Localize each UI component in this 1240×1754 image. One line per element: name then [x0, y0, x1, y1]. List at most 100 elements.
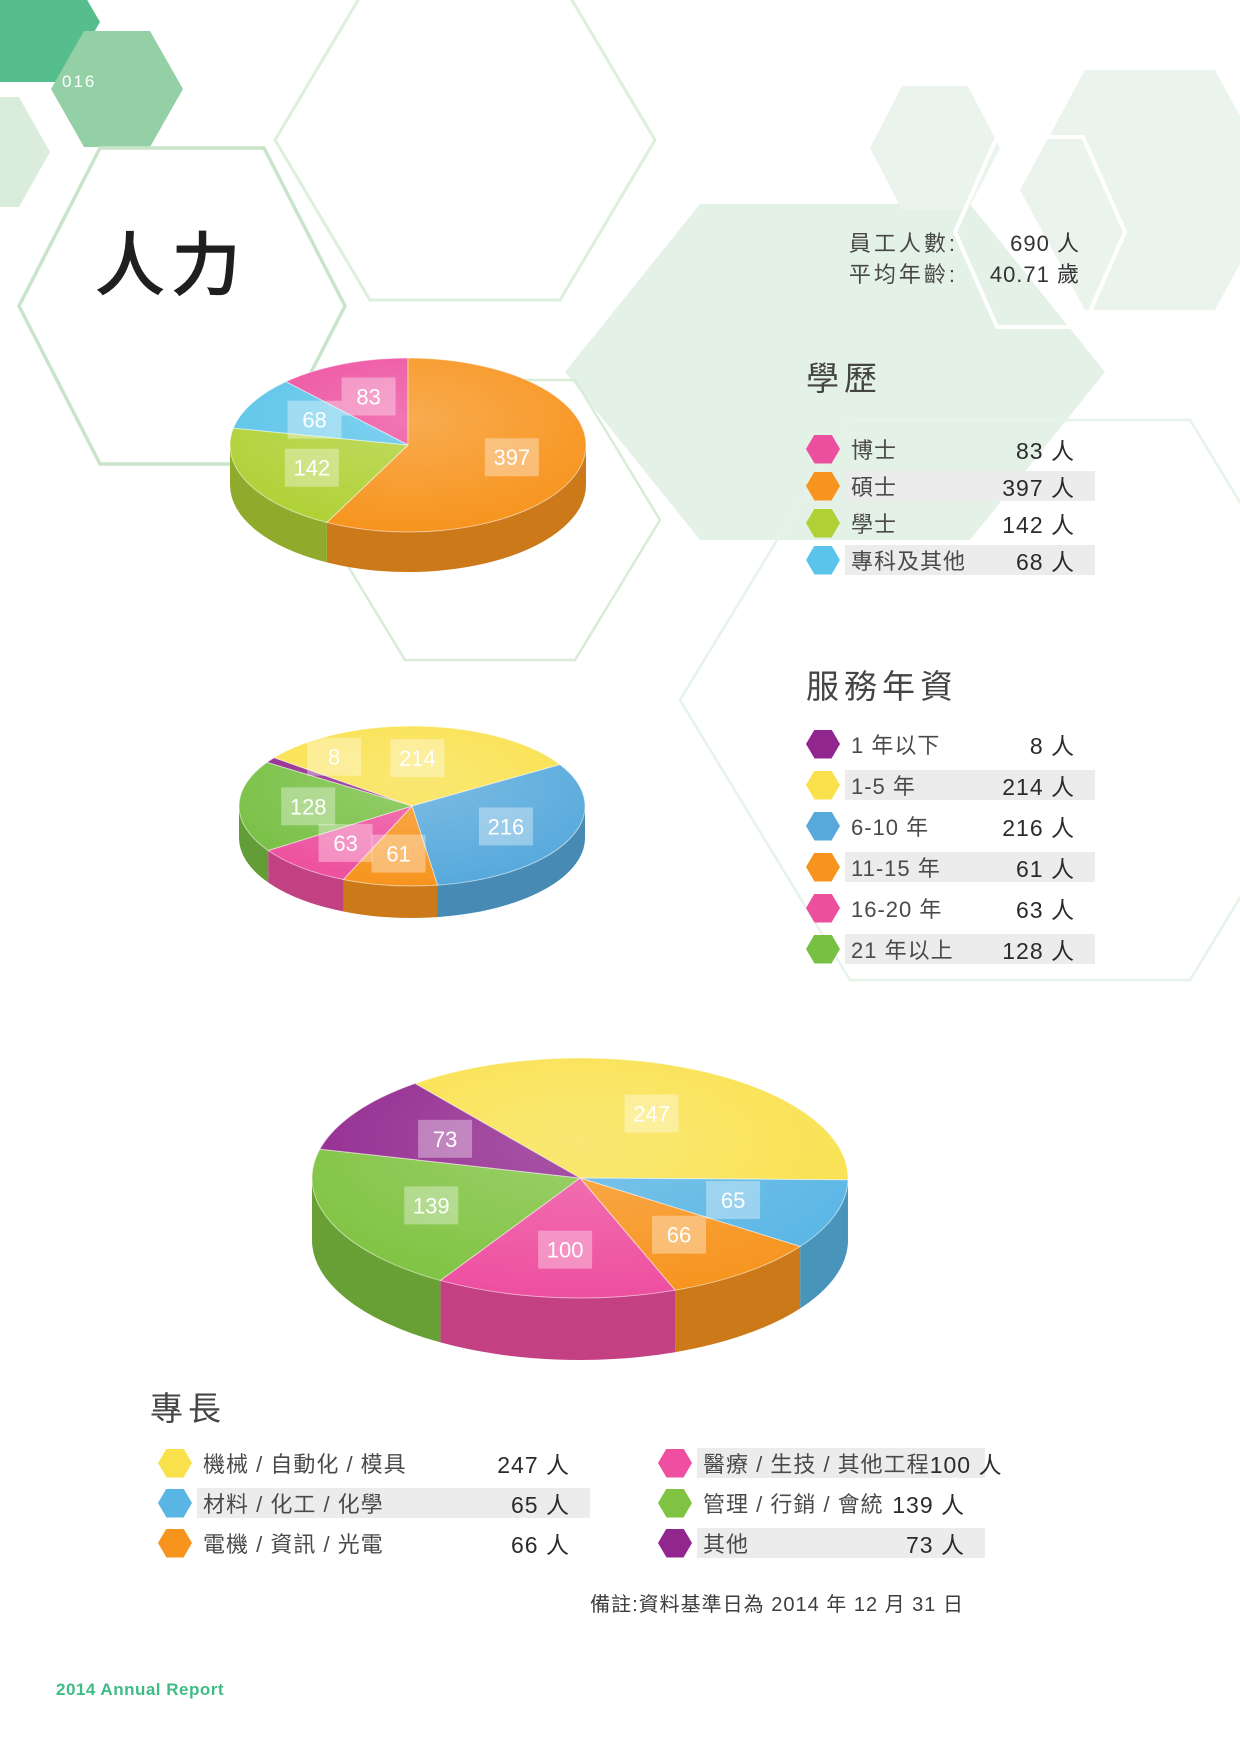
legend-hexagon-icon: [806, 934, 840, 964]
pie-label-box: [404, 1186, 459, 1225]
legend-item: 1-5 年 214 人: [806, 770, 1095, 800]
stat-value: 40.71 歲: [989, 261, 1080, 287]
pie-slice-side: [239, 806, 269, 883]
hexagon-pale-header: [565, 204, 1105, 540]
legend-item: 碩士 397 人: [806, 471, 1095, 501]
pie-label-box: [341, 377, 396, 416]
pie-slice-side: [800, 1179, 848, 1309]
legend-hexagon-icon: [806, 852, 840, 882]
legend-hexagon-icon: [806, 811, 840, 841]
pie-slice-side: [343, 879, 438, 918]
stat-label: 員工人數:: [848, 230, 958, 256]
pie-label: 214: [399, 746, 436, 771]
legend-hexagon-icon: [806, 545, 840, 575]
pie-highlight: [239, 726, 585, 886]
legend-hexagon-icon: [158, 1448, 192, 1478]
pie-label-box: [287, 400, 342, 439]
legend-hexagon-icon: [806, 508, 840, 538]
pie-label: 100: [547, 1238, 584, 1263]
legend-row-text: 專科及其他 68 人: [845, 545, 1095, 575]
pie-slice-side: [440, 1280, 676, 1361]
legend-row-text: 材料 / 化工 / 化學 65 人: [197, 1488, 590, 1518]
legend-item: 11-15 年 61 人: [806, 852, 1095, 882]
pie-slice-side: [326, 445, 586, 572]
hexagon-outline-chart2: [678, 418, 1240, 982]
legend-label: 專科及其他: [851, 549, 967, 574]
pie-slice-side: [675, 1246, 801, 1353]
legend-value: 61 人: [1016, 856, 1075, 882]
hexagon-pale-right: [1020, 70, 1240, 310]
legend-row-text: 1-5 年 214 人: [845, 770, 1095, 800]
legend-hexagon-icon: [658, 1528, 692, 1558]
pie-label-box: [478, 807, 533, 846]
section-title-seniority: 服務年資: [806, 668, 958, 705]
legend-label: 16-20 年: [851, 897, 943, 922]
pie-label: 65: [721, 1188, 745, 1213]
legend-row-text: 醫療 / 生技 / 其他工程 100 人: [697, 1448, 1001, 1478]
pie-label: 68: [302, 408, 326, 433]
legend-value: 214 人: [1002, 774, 1075, 800]
legend-item: 學士 142 人: [806, 508, 1095, 538]
legend-education: 博士 83 人碩士 397 人學士 142 人專科及其他 68 人: [806, 434, 1095, 582]
legend-item: 1 年以下 8 人: [806, 729, 1095, 759]
legend-label: 碩士: [851, 475, 898, 500]
footnote: 備註:資料基準日為 2014 年 12 月 31 日: [590, 1594, 964, 1616]
legend-item: 電機 / 資訊 / 光電 66 人: [158, 1528, 590, 1558]
pie-label-box: [624, 1094, 679, 1133]
pie-slice-side: [437, 806, 585, 918]
pie-label: 66: [667, 1223, 691, 1248]
pie-label-box: [307, 737, 362, 776]
pie-label-box: [484, 438, 539, 477]
legend-row-text: 管理 / 行銷 / 會統 139 人: [697, 1488, 985, 1518]
stat-row-average-age: 平均年齡: 40.71 歲: [660, 257, 1080, 288]
legend-row-text: 11-15 年 61 人: [845, 852, 1095, 882]
hexagon-outline-stats: [952, 135, 1128, 329]
legend-value: 8 人: [1029, 733, 1075, 759]
legend-hexagon-icon: [806, 729, 840, 759]
stat-label: 平均年齡:: [848, 261, 958, 287]
legend-value: 142 人: [1002, 512, 1075, 538]
legend-row-text: 1 年以下 8 人: [845, 729, 1095, 759]
legend-item: 醫療 / 生技 / 其他工程 100 人: [658, 1448, 1001, 1478]
pie-label: 73: [433, 1127, 457, 1152]
legend-value: 65 人: [511, 1492, 570, 1518]
pie-label: 63: [333, 831, 357, 856]
pie-label: 142: [294, 456, 331, 481]
pie-label-box: [371, 834, 426, 873]
legend-label: 11-15 年: [851, 856, 941, 881]
legend-hexagon-icon: [806, 770, 840, 800]
header-stats: 員工人數: 690 人 平均年齡: 40.71 歲: [660, 226, 1080, 288]
legend-specialty-left: 機械 / 自動化 / 模具 247 人材料 / 化工 / 化學 65 人電機 / 資…: [158, 1448, 590, 1568]
legend-label: 博士: [851, 438, 898, 463]
legend-row-text: 16-20 年 63 人: [845, 893, 1095, 923]
legend-value: 63 人: [1016, 897, 1075, 923]
legend-item: 博士 83 人: [806, 434, 1095, 464]
legend-label: 管理 / 行銷 / 會統: [703, 1492, 884, 1517]
pie-slice-side: [268, 850, 344, 912]
legend-row-text: 電機 / 資訊 / 光電 66 人: [197, 1528, 590, 1558]
stat-value: 690 人: [1010, 230, 1080, 256]
legend-hexagon-icon: [658, 1448, 692, 1478]
pie-label: 397: [493, 445, 530, 470]
legend-item: 材料 / 化工 / 化學 65 人: [158, 1488, 590, 1518]
legend-row-text: 碩士 397 人: [845, 471, 1095, 501]
legend-hexagon-icon: [806, 893, 840, 923]
legend-row-text: 其他 73 人: [697, 1528, 985, 1558]
legend-value: 66 人: [511, 1532, 570, 1558]
pie-label: 247: [633, 1102, 670, 1127]
legend-item: 機械 / 自動化 / 模具 247 人: [158, 1448, 590, 1478]
legend-row-text: 學士 142 人: [845, 508, 1095, 538]
hexagon-page-number: [51, 31, 183, 147]
pie-slice-side: [230, 445, 327, 563]
legend-value: 73 人: [906, 1532, 965, 1558]
pie-label-box: [706, 1181, 761, 1220]
legend-item: 21 年以上 128 人: [806, 934, 1095, 964]
legend-value: 83 人: [1016, 438, 1075, 464]
pie-label-box: [651, 1215, 706, 1254]
legend-row-text: 機械 / 自動化 / 模具 247 人: [197, 1448, 590, 1478]
legend-item: 管理 / 行銷 / 會統 139 人: [658, 1488, 985, 1518]
pie-label-box: [318, 823, 373, 862]
legend-value: 397 人: [1002, 475, 1075, 501]
legend-label: 醫療 / 生技 / 其他工程: [703, 1452, 930, 1477]
